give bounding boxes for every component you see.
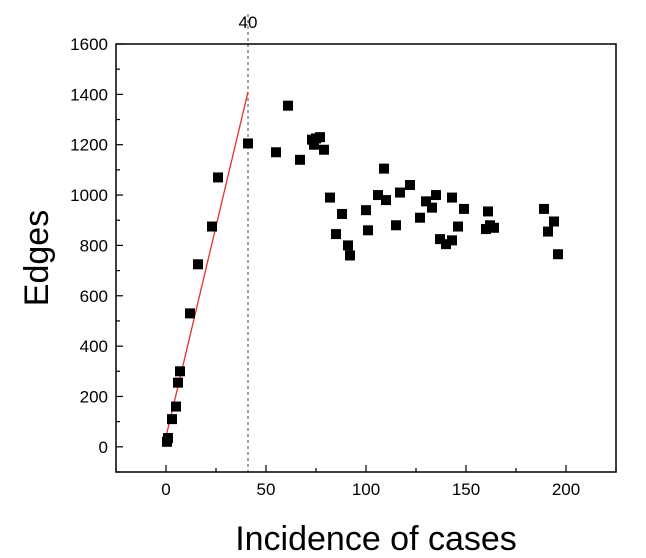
data-point [431,190,441,201]
data-point [175,366,185,377]
y-tick-label: 0 [99,438,108,457]
data-point [295,154,305,165]
data-point [315,132,325,143]
data-point [415,212,425,223]
data-point [343,240,353,251]
data-point [167,414,177,425]
data-point [345,250,355,261]
data-points [162,100,563,447]
data-point [283,100,293,111]
x-tick-label: 200 [552,480,580,499]
x-axis-title: Incidence of cases [235,520,517,558]
y-tick-label: 1400 [70,85,108,104]
y-tick-label: 800 [80,236,108,255]
data-point [171,401,181,412]
data-point [543,226,553,237]
data-point [453,221,463,232]
data-point [331,229,341,240]
data-point [207,221,217,232]
y-tick-label: 1600 [70,35,108,54]
data-point [373,190,383,201]
data-point [325,192,335,203]
y-tick-label: 600 [80,287,108,306]
data-point [553,249,563,260]
data-point [363,225,373,236]
data-point [395,187,405,198]
data-point [271,147,281,158]
data-point [435,234,445,245]
data-point [421,196,431,207]
data-point [447,192,457,203]
data-point [447,235,457,246]
data-point [213,172,223,183]
data-point [489,222,499,233]
plot-area-frame [115,43,617,473]
data-point [549,216,559,227]
data-point [193,259,203,270]
data-point [405,179,415,190]
annotation-layer: 40 [239,13,258,472]
y-axis-title: Edges [18,210,56,306]
data-point [185,308,195,319]
data-point [441,239,451,250]
y-tick-label: 200 [80,387,108,406]
x-tick-label: 50 [257,480,276,499]
data-point [379,163,389,174]
data-point [163,433,173,444]
data-point [337,208,347,219]
data-point [381,195,391,206]
data-point [427,202,437,213]
x-tick-label: 0 [161,480,170,499]
data-point [483,206,493,217]
x-tick-label: 100 [352,480,380,499]
y-tick-label: 400 [80,337,108,356]
vline-annotation-label: 40 [239,13,258,32]
tick-labels: 0 50 100 150 200 0 200 400 600 800 1000 1200 1400 160… [70,35,580,499]
x-tick-label: 150 [452,480,480,499]
data-point [319,144,329,155]
data-point [309,139,319,150]
data-point [459,203,469,214]
data-point [243,138,253,149]
data-point [539,203,549,214]
y-tick-label: 1000 [70,186,108,205]
data-point [361,205,371,216]
data-point [391,220,401,231]
y-tick-label: 1200 [70,136,108,155]
data-point [173,377,183,388]
axis-ticks [115,43,617,473]
